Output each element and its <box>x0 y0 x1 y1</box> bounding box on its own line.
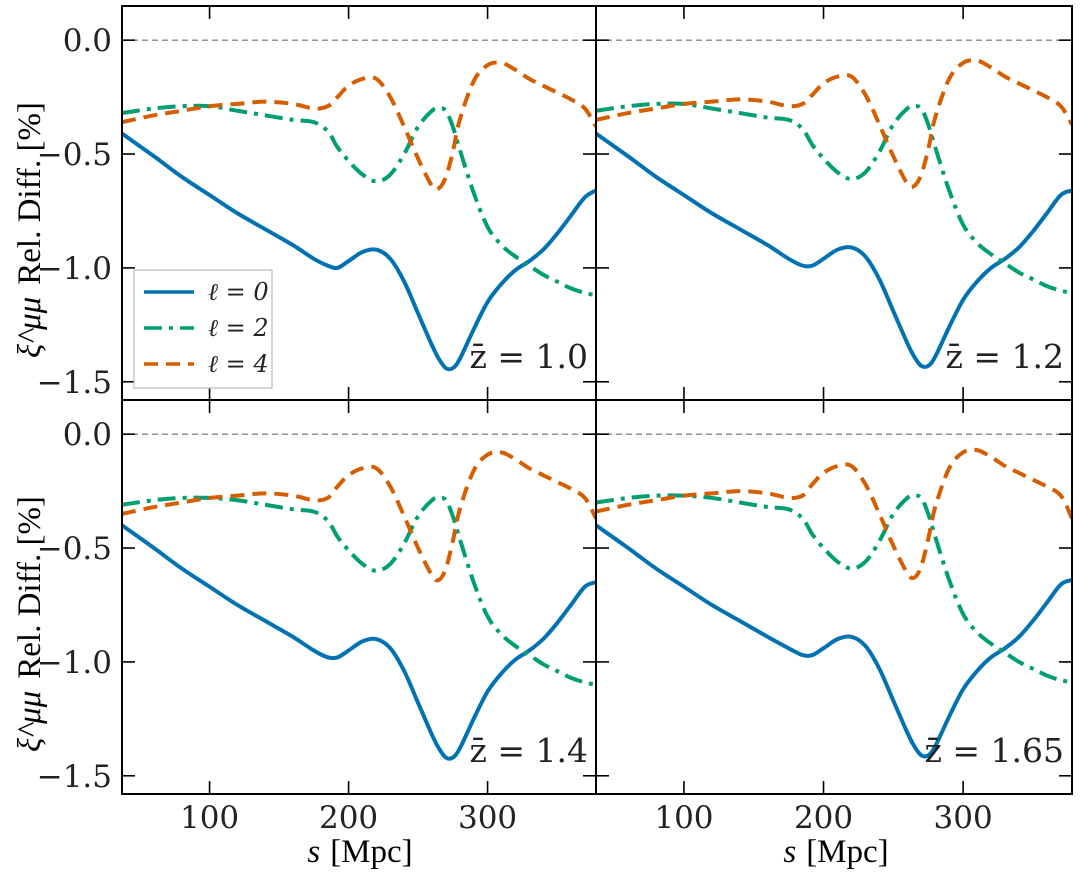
legend-label-l2: ℓ = 2 <box>208 314 269 342</box>
y-tick-label: −1.0 <box>37 645 112 681</box>
y-tick-label: −0.5 <box>37 531 112 567</box>
y-axis-symbol: ξ^μμ <box>12 297 48 358</box>
series-line-ell-4 <box>596 58 1072 190</box>
series-line-ell-2 <box>122 103 596 298</box>
x-tick-label: 100 <box>180 800 239 836</box>
series-line-ell-2 <box>596 101 1072 295</box>
series-line-ell-0 <box>596 131 1072 369</box>
series-line-ell-2 <box>596 493 1072 685</box>
series-group <box>596 447 1072 759</box>
panel-top-right: z̄ = 1.2 <box>595 5 1073 401</box>
x-axis-unit: [Mpc] <box>330 834 412 870</box>
panels-layer: 0.0 −0.5 −1.0 −1.5 z̄ = 1.0 z̄ = 1.2 100 200 300… <box>37 5 1073 836</box>
panel-frame <box>595 399 1073 795</box>
y-axis-label-top: ξ^μμ Rel. Diff. [%] <box>12 102 48 358</box>
panel-top-left: 0.0 −0.5 −1.0 −1.5 z̄ = 1.0 <box>37 5 597 401</box>
y-tick-label: −1.0 <box>37 251 112 287</box>
x-axis-var: s <box>307 834 320 870</box>
panel-bottom-left: 100 200 300 0.0 −0.5 −1.0 −1.5 z̄ = 1.4 <box>37 399 597 836</box>
series-group <box>122 449 596 761</box>
panel-zbar-label: z̄ = 1.65 <box>925 731 1065 770</box>
series-line-ell-0 <box>122 131 596 372</box>
x-tick-label: 300 <box>934 800 993 836</box>
x-axis-label-right: s [Mpc] <box>783 834 888 870</box>
y-tick-label: −0.5 <box>37 137 112 173</box>
series-group <box>596 58 1072 369</box>
x-tick-label: 300 <box>458 800 517 836</box>
legend-label-l0: ℓ = 0 <box>208 278 269 306</box>
series-line-ell-0 <box>122 523 596 761</box>
panel-zbar-label: z̄ = 1.4 <box>470 731 589 770</box>
series-line-ell-4 <box>122 449 596 583</box>
y-axis-text: Rel. Diff. [%] <box>12 496 48 679</box>
series-line-ell-0 <box>596 523 1072 759</box>
legend: ℓ = 0 ℓ = 2 ℓ = 4 <box>133 269 273 389</box>
panel-zbar-label: z̄ = 1.2 <box>946 337 1065 376</box>
y-axis-symbol: ξ^μμ <box>12 691 48 752</box>
x-axis-var: s <box>783 834 796 870</box>
y-tick-label: 0.0 <box>63 23 112 59</box>
x-tick-label: 200 <box>319 800 378 836</box>
svg-text:ξ^μμ Rel. Diff. [%]: ξ^μμ Rel. Diff. [%] <box>12 102 48 358</box>
y-axis-label-bottom: ξ^μμ Rel. Diff. [%] <box>12 496 48 752</box>
x-axis-label-left: s [Mpc] <box>307 834 412 870</box>
svg-text:ξ^μμ Rel. Diff. [%]: ξ^μμ Rel. Diff. [%] <box>12 496 48 752</box>
x-tick-label: 200 <box>794 800 853 836</box>
series-line-ell-4 <box>596 447 1072 581</box>
legend-label-l4: ℓ = 4 <box>208 350 269 378</box>
series-line-ell-4 <box>122 60 596 192</box>
series-group <box>122 60 596 372</box>
x-tick-label: 100 <box>654 800 713 836</box>
y-tick-label: 0.0 <box>63 417 112 453</box>
panel-zbar-label: z̄ = 1.0 <box>470 337 589 376</box>
x-axis-unit: [Mpc] <box>806 834 888 870</box>
series-line-ell-2 <box>122 495 596 687</box>
panel-bottom-right: 100 200 300 z̄ = 1.65 <box>595 399 1073 836</box>
y-tick-label: −1.5 <box>37 365 112 401</box>
y-tick-label: −1.5 <box>37 759 112 795</box>
y-axis-text: Rel. Diff. [%] <box>12 102 48 285</box>
